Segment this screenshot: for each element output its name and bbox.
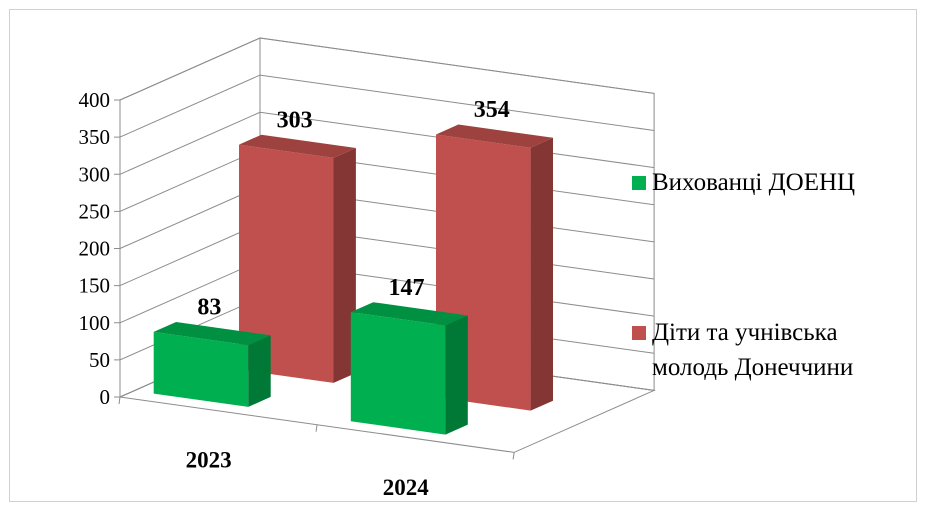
legend-label-line: молодь Донеччини: [652, 354, 853, 381]
data-label: 83: [197, 295, 221, 321]
bar-top-face: [436, 124, 553, 148]
legend-label-line: Вихованці ДОЕНЦ: [652, 169, 855, 196]
y-tick-label: 400: [79, 88, 111, 112]
x-axis-ticks: 2023 2024: [118, 396, 515, 500]
bars: 303 354 83 147: [153, 97, 553, 435]
data-label: 147: [388, 275, 424, 301]
legend-item: Вихованці ДОЕНЦ: [632, 169, 855, 196]
y-tick-label: 250: [79, 199, 111, 223]
legend: Вихованці ДОЕНЦ Діти та учнівська молодь Д…: [632, 169, 855, 381]
y-tick-label: 300: [79, 162, 111, 186]
bar: [350, 302, 468, 435]
bar-side-face: [333, 148, 356, 383]
bar-top-face: [239, 134, 356, 158]
y-tick-label: 350: [79, 125, 111, 149]
y-axis-ticks: 0 50 100 150 200 250 300 350 400: [79, 88, 120, 409]
bar: [153, 322, 271, 407]
bar-front-face: [153, 331, 249, 407]
legend-label: Вихованці ДОЕНЦ: [652, 169, 855, 196]
y-tick-label: 0: [100, 385, 111, 409]
bar-side-face: [530, 137, 553, 411]
bar-front-face: [350, 312, 446, 435]
bar-side-face: [445, 315, 468, 435]
gridline: [119, 37, 655, 101]
y-tick-label: 150: [79, 274, 111, 298]
x-tick-label: 2024: [383, 475, 430, 500]
x-tick-mark: [512, 452, 515, 460]
legend-swatch: [632, 326, 646, 340]
data-label: 354: [474, 97, 510, 123]
bar-top-face: [153, 322, 271, 346]
y-tick-label: 100: [79, 311, 111, 335]
bar-top-face: [350, 302, 468, 326]
legend-swatch: [632, 176, 646, 190]
legend-label-line: Діти та учнівська: [652, 319, 838, 346]
bar-side-face: [248, 335, 271, 407]
x-tick-mark: [118, 396, 121, 405]
x-tick-label: 2023: [186, 447, 232, 472]
legend-item: Діти та учнівська молодь Донеччини: [632, 319, 853, 381]
x-tick-mark: [315, 424, 318, 432]
data-label: 303: [277, 107, 313, 133]
y-tick-label: 50: [89, 348, 110, 372]
gridline: [119, 74, 655, 138]
y-tick-label: 200: [79, 237, 111, 261]
legend-label: Діти та учнівська молодь Донеччини: [652, 319, 853, 381]
bar-front-face: [239, 144, 334, 383]
bar: [239, 134, 356, 383]
